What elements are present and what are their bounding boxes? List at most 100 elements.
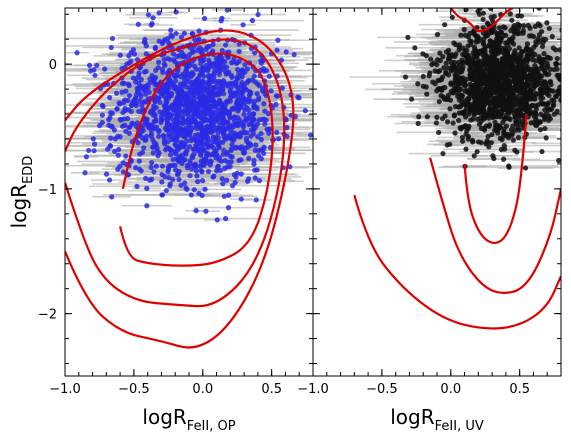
- left-point: [168, 27, 174, 33]
- left-point: [238, 171, 244, 177]
- left-point: [258, 156, 264, 162]
- left-point: [181, 30, 187, 36]
- right-point: [536, 8, 542, 11]
- left-point: [256, 95, 262, 101]
- left-point: [253, 197, 259, 203]
- left-point: [224, 135, 230, 141]
- left-point: [174, 122, 180, 128]
- left-contour-middle: [65, 38, 286, 308]
- left-point: [178, 182, 184, 188]
- left-point: [187, 173, 193, 179]
- left-point: [217, 64, 223, 71]
- left-point: [123, 153, 129, 159]
- left-point: [276, 136, 282, 142]
- left-point: [122, 105, 128, 112]
- left-point: [238, 100, 244, 106]
- left-point: [182, 157, 188, 163]
- left-point: [258, 136, 264, 143]
- left-point: [221, 91, 227, 97]
- left-point: [177, 81, 184, 87]
- left-point: [159, 163, 166, 169]
- left-point: [261, 150, 267, 156]
- left-point: [176, 176, 182, 183]
- left-point: [201, 162, 207, 168]
- left-point: [150, 150, 156, 156]
- left-point: [108, 135, 114, 141]
- left-point: [138, 168, 144, 174]
- left-point: [164, 113, 170, 119]
- left-point: [178, 34, 185, 40]
- left-point: [240, 124, 246, 130]
- left-point: [119, 80, 126, 87]
- left-point: [231, 172, 237, 178]
- left-point: [266, 130, 272, 136]
- left-point: [252, 50, 258, 56]
- left-point: [175, 109, 181, 115]
- left-point: [212, 127, 218, 133]
- left-point: [236, 157, 242, 164]
- left-point: [153, 67, 159, 73]
- right-point: [458, 32, 464, 38]
- left-point: [275, 37, 281, 43]
- left-point: [250, 131, 257, 137]
- left-point: [128, 102, 135, 109]
- left-point: [169, 136, 175, 143]
- left-point: [159, 179, 165, 185]
- left-point: [169, 133, 175, 139]
- left-point: [302, 108, 308, 114]
- left-point: [211, 150, 217, 156]
- left-point: [194, 136, 200, 143]
- left-point: [174, 171, 181, 178]
- left-point: [211, 123, 217, 129]
- left-point: [149, 159, 155, 166]
- left-point: [220, 77, 227, 84]
- left-point: [227, 127, 234, 134]
- left-point: [113, 90, 120, 96]
- left-point: [233, 80, 239, 86]
- left-point: [235, 85, 241, 91]
- left-point: [193, 102, 199, 108]
- left-point: [117, 116, 123, 122]
- left-point: [99, 112, 106, 118]
- left-point: [198, 80, 205, 86]
- left-point: [74, 50, 80, 56]
- left-point: [183, 64, 190, 70]
- left-point: [214, 115, 220, 121]
- left-point: [172, 162, 178, 168]
- left-point: [143, 118, 149, 125]
- left-point: [208, 129, 214, 136]
- left-point: [216, 71, 222, 77]
- left-point: [203, 111, 209, 117]
- left-point: [246, 155, 252, 162]
- left-point: [228, 159, 234, 165]
- left-point: [102, 66, 108, 72]
- left-point: [148, 164, 154, 171]
- left-point: [220, 151, 227, 157]
- left-point: [198, 56, 204, 63]
- left-point: [142, 83, 148, 89]
- left-point: [220, 181, 226, 187]
- left-point: [275, 93, 281, 99]
- left-point: [212, 91, 219, 97]
- left-point: [249, 17, 256, 24]
- left-point: [226, 111, 232, 117]
- left-point: [90, 136, 96, 142]
- left-point: [178, 86, 184, 92]
- left-point: [240, 90, 246, 96]
- left-point: [126, 92, 133, 99]
- left-point: [148, 131, 155, 137]
- left-point: [109, 194, 115, 200]
- left-point: [255, 11, 261, 18]
- left-point: [205, 151, 211, 157]
- left-point: [245, 140, 251, 146]
- left-point: [254, 91, 260, 97]
- left-point: [150, 144, 156, 150]
- left-point: [217, 167, 223, 173]
- left-point: [222, 157, 228, 164]
- left-point: [114, 106, 120, 112]
- left-point: [193, 168, 200, 174]
- left-point: [116, 146, 122, 153]
- right-point: [402, 74, 409, 80]
- left-point: [189, 48, 196, 54]
- left-point: [183, 72, 190, 79]
